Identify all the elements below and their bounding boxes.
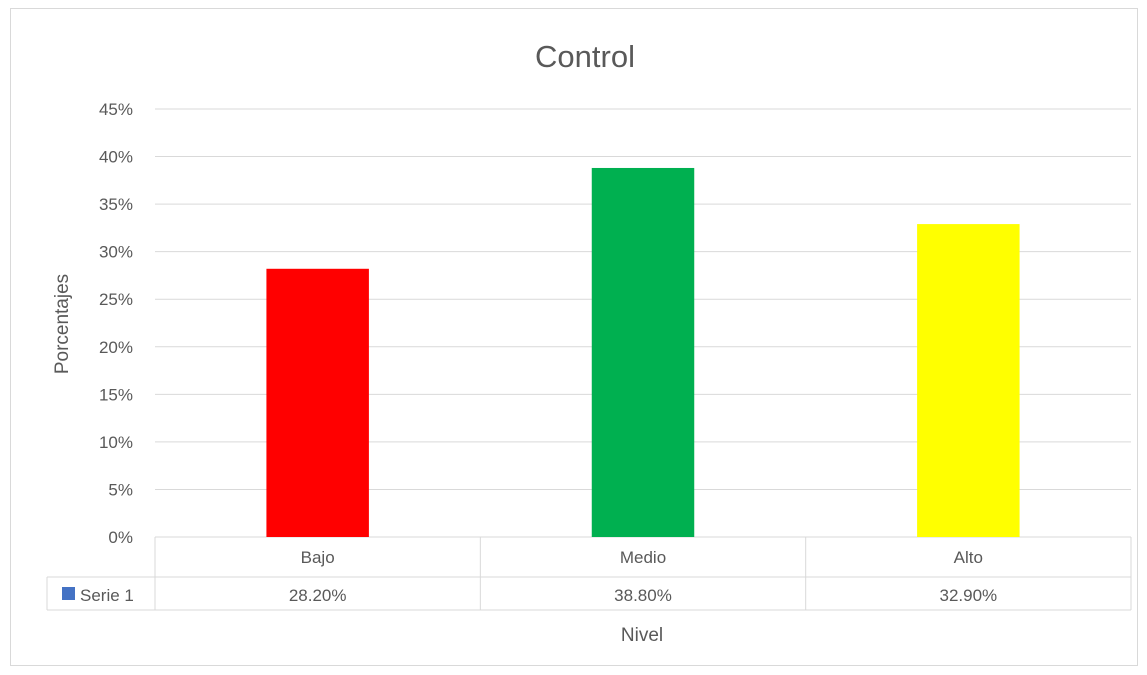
bars <box>266 167 1020 538</box>
legend-label: Serie 1 <box>80 586 134 605</box>
x-category-label: Alto <box>954 548 983 567</box>
y-tick-label: 20% <box>99 338 133 357</box>
y-axis-title: Porcentajes <box>52 274 73 374</box>
legend-swatch <box>62 587 75 600</box>
y-tick-label: 0% <box>108 528 133 547</box>
x-axis-title: Nivel <box>621 625 663 646</box>
bar-alto <box>917 224 1020 537</box>
y-tick-label: 35% <box>99 195 133 214</box>
y-tick-label: 15% <box>99 385 133 404</box>
y-tick-label: 5% <box>108 480 133 499</box>
y-tick-label: 25% <box>99 290 133 309</box>
data-table: Bajo 28.20% Medio 38.80% Alto 32.90% Serie 1 <box>46 537 1132 611</box>
x-category-label: Bajo <box>301 548 335 567</box>
bar-medio <box>591 167 695 538</box>
y-tick-label: 30% <box>99 243 133 262</box>
bar-bajo <box>266 268 369 537</box>
data-label: 38.80% <box>614 586 672 605</box>
data-label: 32.90% <box>939 586 997 605</box>
x-category-label: Medio <box>620 548 666 567</box>
y-tick-label: 40% <box>99 148 133 167</box>
chart-title: Control <box>535 39 635 74</box>
y-tick-label: 45% <box>99 100 133 119</box>
y-tick-label: 10% <box>99 433 133 452</box>
data-label: 28.20% <box>289 586 347 605</box>
